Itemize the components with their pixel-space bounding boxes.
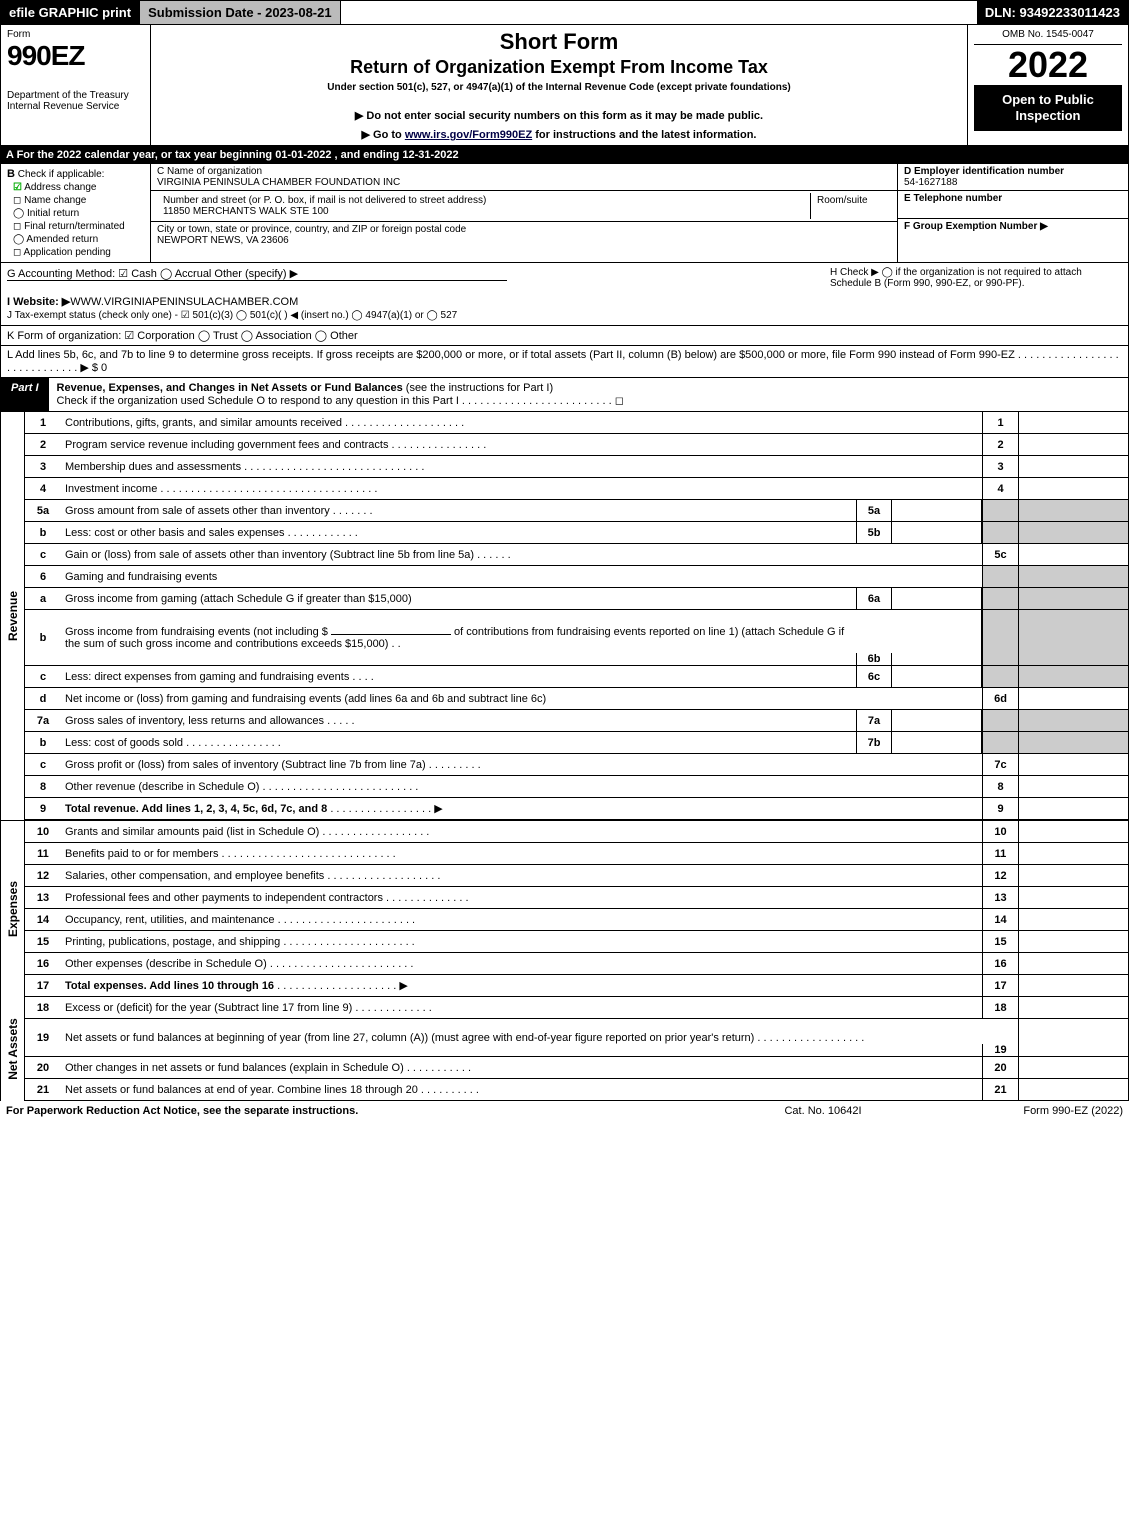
line-4: Investment income . . . . . . . . . . . … bbox=[61, 481, 982, 497]
irs-link[interactable]: www.irs.gov/Form990EZ bbox=[405, 129, 532, 141]
block-gh: G Accounting Method: ☑ Cash ◯ Accrual Ot… bbox=[0, 263, 1129, 326]
expenses-section: Expenses 10Grants and similar amounts pa… bbox=[0, 820, 1129, 997]
line-6a: Gross income from gaming (attach Schedul… bbox=[61, 591, 856, 607]
line-11: Benefits paid to or for members . . . . … bbox=[61, 846, 982, 862]
netassets-section: Net Assets 18Excess or (deficit) for the… bbox=[0, 997, 1129, 1101]
line-5c: Gain or (loss) from sale of assets other… bbox=[61, 547, 982, 563]
col-b: B Check if applicable: ☑ Address change … bbox=[1, 164, 151, 262]
accounting-method: G Accounting Method: ☑ Cash ◯ Accrual Ot… bbox=[7, 267, 507, 281]
open-public-inspection: Open to Public Inspection bbox=[974, 86, 1122, 132]
row-a: A For the 2022 calendar year, or tax yea… bbox=[0, 146, 1129, 164]
chk-address-change[interactable]: ☑ Address change bbox=[13, 182, 144, 193]
line-k: K Form of organization: ☑ Corporation ◯ … bbox=[0, 326, 1129, 346]
section-bcdef: B Check if applicable: ☑ Address change … bbox=[0, 164, 1129, 263]
goto-notice: ▶ Go to www.irs.gov/Form990EZ for instru… bbox=[159, 128, 959, 141]
header-center: Short Form Return of Organization Exempt… bbox=[151, 25, 968, 145]
line-16: Other expenses (describe in Schedule O) … bbox=[61, 956, 982, 972]
revenue-section: Revenue 1Contributions, gifts, grants, a… bbox=[0, 412, 1129, 820]
part1-tag: Part I bbox=[1, 378, 49, 411]
form-header: Form 990EZ Department of the Treasury In… bbox=[0, 25, 1129, 146]
line-17: Total expenses. Add lines 10 through 16 … bbox=[61, 977, 982, 994]
submission-date: Submission Date - 2023-08-21 bbox=[139, 1, 341, 24]
line-15: Printing, publications, postage, and shi… bbox=[61, 934, 982, 950]
line-7b: Less: cost of goods sold . . . . . . . .… bbox=[61, 735, 856, 751]
line-1: Contributions, gifts, grants, and simila… bbox=[61, 415, 982, 431]
form-label: Form bbox=[7, 29, 144, 40]
room-suite-label: Room/suite bbox=[811, 193, 891, 219]
page-footer: For Paperwork Reduction Act Notice, see … bbox=[0, 1101, 1129, 1121]
col-def: D Employer identification number 54-1627… bbox=[898, 164, 1128, 262]
line-6: Gaming and fundraising events bbox=[61, 569, 982, 585]
chk-amended-return[interactable]: ◯ Amended return bbox=[13, 234, 144, 245]
addr: 11850 MERCHANTS WALK STE 100 bbox=[163, 206, 804, 217]
line-18: Excess or (deficit) for the year (Subtra… bbox=[61, 1000, 982, 1016]
tel-label: E Telephone number bbox=[904, 193, 1002, 204]
tax-exempt-status: J Tax-exempt status (check only one) - ☑… bbox=[7, 310, 822, 321]
cat-no: Cat. No. 10642I bbox=[723, 1105, 923, 1117]
header-left: Form 990EZ Department of the Treasury In… bbox=[1, 25, 151, 145]
group-exemption-label: F Group Exemption Number ▶ bbox=[904, 221, 1048, 232]
expenses-side-label: Expenses bbox=[1, 821, 25, 997]
no-ssn-notice: ▶ Do not enter social security numbers o… bbox=[159, 109, 959, 122]
line-6c: Less: direct expenses from gaming and fu… bbox=[61, 669, 856, 685]
line-5a: Gross amount from sale of assets other t… bbox=[61, 503, 856, 519]
header-right: OMB No. 1545-0047 2022 Open to Public In… bbox=[968, 25, 1128, 145]
top-bar: efile GRAPHIC print Submission Date - 20… bbox=[0, 0, 1129, 25]
addr-label: Number and street (or P. O. box, if mail… bbox=[163, 195, 804, 206]
department: Department of the Treasury Internal Reve… bbox=[7, 90, 144, 112]
org-name-label: C Name of organization bbox=[157, 166, 891, 177]
line-14: Occupancy, rent, utilities, and maintena… bbox=[61, 912, 982, 928]
form-title: Return of Organization Exempt From Incom… bbox=[159, 57, 959, 78]
tax-year: 2022 bbox=[974, 45, 1122, 86]
line-l: L Add lines 5b, 6c, and 7b to line 9 to … bbox=[0, 346, 1129, 378]
line-12: Salaries, other compensation, and employ… bbox=[61, 868, 982, 884]
line-6b: Gross income from fundraising events (no… bbox=[61, 624, 856, 652]
website-link[interactable]: WWW.VIRGINIAPENINSULACHAMBER.COM bbox=[70, 296, 298, 308]
omb-number: OMB No. 1545-0047 bbox=[974, 29, 1122, 45]
chk-application-pending[interactable]: ◻ Application pending bbox=[13, 247, 144, 258]
line-20: Other changes in net assets or fund bala… bbox=[61, 1060, 982, 1076]
line-7c: Gross profit or (loss) from sales of inv… bbox=[61, 757, 982, 773]
b-label: B bbox=[7, 168, 15, 180]
form-number: 990EZ bbox=[7, 40, 144, 72]
line-2: Program service revenue including govern… bbox=[61, 437, 982, 453]
ein: 54-1627188 bbox=[904, 177, 957, 188]
efile-label[interactable]: efile GRAPHIC print bbox=[1, 1, 139, 24]
paperwork-notice: For Paperwork Reduction Act Notice, see … bbox=[6, 1105, 723, 1117]
part1-title: Revenue, Expenses, and Changes in Net As… bbox=[57, 382, 403, 394]
line-13: Professional fees and other payments to … bbox=[61, 890, 982, 906]
part1-check: Check if the organization used Schedule … bbox=[57, 395, 624, 407]
line-8: Other revenue (describe in Schedule O) .… bbox=[61, 779, 982, 795]
line-21: Net assets or fund balances at end of ye… bbox=[61, 1082, 982, 1098]
line-5b: Less: cost or other basis and sales expe… bbox=[61, 525, 856, 541]
h-check: H Check ▶ ◯ if the organization is not r… bbox=[822, 267, 1122, 321]
org-name: VIRGINIA PENINSULA CHAMBER FOUNDATION IN… bbox=[157, 177, 891, 188]
line-9: Total revenue. Add lines 1, 2, 3, 4, 5c,… bbox=[61, 800, 982, 817]
chk-final-return[interactable]: ◻ Final return/terminated bbox=[13, 221, 144, 232]
chk-initial-return[interactable]: ◯ Initial return bbox=[13, 208, 144, 219]
line-7a: Gross sales of inventory, less returns a… bbox=[61, 713, 856, 729]
netassets-side-label: Net Assets bbox=[1, 997, 25, 1101]
form-footer: Form 990-EZ (2022) bbox=[923, 1105, 1123, 1117]
line-19: Net assets or fund balances at beginning… bbox=[61, 1030, 982, 1046]
line-3: Membership dues and assessments . . . . … bbox=[61, 459, 982, 475]
line-10: Grants and similar amounts paid (list in… bbox=[61, 824, 982, 840]
short-form-title: Short Form bbox=[159, 29, 959, 55]
under-section: Under section 501(c), 527, or 4947(a)(1)… bbox=[159, 82, 959, 93]
chk-name-change[interactable]: ◻ Name change bbox=[13, 195, 144, 206]
city: NEWPORT NEWS, VA 23606 bbox=[157, 235, 891, 246]
col-c: C Name of organization VIRGINIA PENINSUL… bbox=[151, 164, 898, 262]
ein-label: D Employer identification number bbox=[904, 166, 1064, 177]
line-6d: Net income or (loss) from gaming and fun… bbox=[61, 691, 982, 707]
dln: DLN: 93492233011423 bbox=[977, 1, 1128, 24]
revenue-side-label: Revenue bbox=[1, 412, 25, 820]
part1-header: Part I Revenue, Expenses, and Changes in… bbox=[0, 378, 1129, 412]
city-label: City or town, state or province, country… bbox=[157, 224, 891, 235]
